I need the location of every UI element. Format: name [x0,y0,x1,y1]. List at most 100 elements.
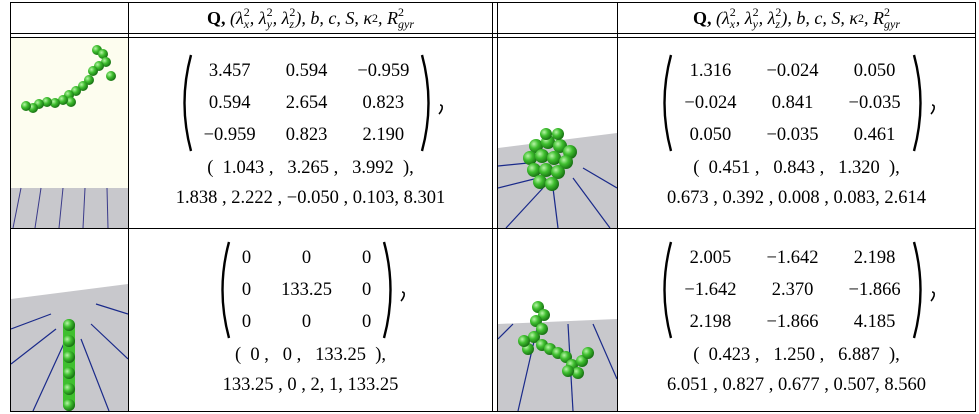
page: (() => { const data = JSON.parse(documen… [0,0,979,414]
bracket [176,53,194,153]
matrix-entry: −0.959 [357,55,409,87]
table-cell: 3.4570.594−0.9590.5942.6540.823−0.9590.8… [129,38,492,228]
matrix-entry: −0.024 [766,55,818,87]
matrix-entry: 2.190 [363,119,405,151]
eigenvalues: ( 0.423 , 1.250 , 6.887 ), [693,340,900,370]
matrix-entry: 0 [302,306,311,338]
eigenvalues: ( 1.043 , 3.265 , 3.992 ), [207,153,414,183]
header-text: Q, [693,8,712,29]
shape-parameters: 6.051 , 0.827 , 0.677 , 0.507, 8.560 [667,370,926,400]
matrix-entry: 2.198 [690,306,732,338]
matrix-grid: 2.005−1.6422.198−1.6422.370−1.8662.198−1… [674,240,910,340]
comma [399,240,407,340]
bracket-stroke [665,242,672,338]
header-text: , λ [273,8,290,29]
header-text: , R [378,8,398,29]
eigenvalues: ( 0 , 0 , 133.25 ), [235,340,386,370]
matrix-entry: −1.866 [849,274,901,306]
globule-image [498,38,617,228]
header-text: (λ [712,8,730,29]
chain-image-2 [498,229,617,411]
matrix-entry: 0.050 [690,119,732,151]
bracket-stroke [222,242,229,338]
bracket [656,240,674,340]
matrix-entry: 0 [362,306,371,338]
bracket-stroke [422,55,429,151]
rule [10,33,976,34]
eigenvalues: ( 0.451 , 0.843 , 1.320 ), [693,153,900,183]
rule [492,2,493,412]
header-text: ), b, c, S, κ [295,8,372,29]
header-text: , λ [250,8,267,29]
bracket [419,53,437,153]
matrix-entry: 2.370 [772,274,814,306]
comma [437,53,445,153]
matrix-entry: 0.461 [854,119,896,151]
bracket-stroke [384,242,391,338]
comma-mark [401,292,404,301]
shape-parameters: 0.673 , 0.392 , 0.008 , 0.083, 2.614 [667,183,926,213]
matrix-entry: −0.035 [766,119,818,151]
subscript: gyr [398,18,414,30]
matrix-entry: 0 [362,274,371,306]
matrix-entry: 2.005 [690,242,732,274]
script: 2gyr [884,6,900,30]
subscript: gyr [884,18,900,30]
bracket-stroke [914,55,921,151]
bracket [656,53,674,153]
matrix-entry: −1.642 [684,274,736,306]
matrix-entry: −0.024 [684,87,736,119]
bracket [381,240,399,340]
matrix-entry: −1.642 [766,242,818,274]
bracket [911,240,929,340]
matrix-entry: −0.035 [849,87,901,119]
header-cell: Q, (λ2x, λ2y, λ2z), b, c, S, κ2, R2gyr [129,3,492,33]
bracket [911,53,929,153]
rule [10,411,976,412]
comma-mark [931,105,934,114]
comma-mark [931,292,934,301]
header-text: Q, [207,8,226,29]
matrix-entry: 0.823 [363,87,405,119]
bracket-stroke [914,242,921,338]
shape-parameters: 1.838 , 2.222 , −0.050 , 0.103, 8.301 [176,183,445,213]
matrix-entry: 0 [362,242,371,274]
rule [497,2,498,412]
matrix-entry: 4.185 [854,306,896,338]
rule [975,2,976,412]
matrix-entry: 3.457 [209,55,251,87]
table-cell: 1.316−0.0240.050−0.0240.841−0.0350.050−0… [618,38,975,228]
comma-mark [439,105,442,114]
bracket-stroke [184,55,191,151]
matrix-entry: −1.866 [766,306,818,338]
shape-parameters: 133.25 , 0 , 2, 1, 133.25 [223,370,399,400]
header-text: , R [864,8,884,29]
chain-image [11,38,128,228]
rule [10,2,11,412]
matrix-entry: 0 [242,274,251,306]
matrix-entry: 2.654 [286,87,328,119]
comma [929,240,937,340]
matrix-entry: 0 [302,242,311,274]
matrix-entry: 0.594 [209,87,251,119]
comma [929,53,937,153]
header-text: (λ [226,8,244,29]
matrix-entry: 0.050 [854,55,896,87]
rod-image [11,229,128,411]
matrix-entry: 0.594 [286,55,328,87]
matrix-entry: 1.316 [690,55,732,87]
header-text: , λ [736,8,753,29]
bracket-stroke [665,55,672,151]
bracket [214,240,232,340]
